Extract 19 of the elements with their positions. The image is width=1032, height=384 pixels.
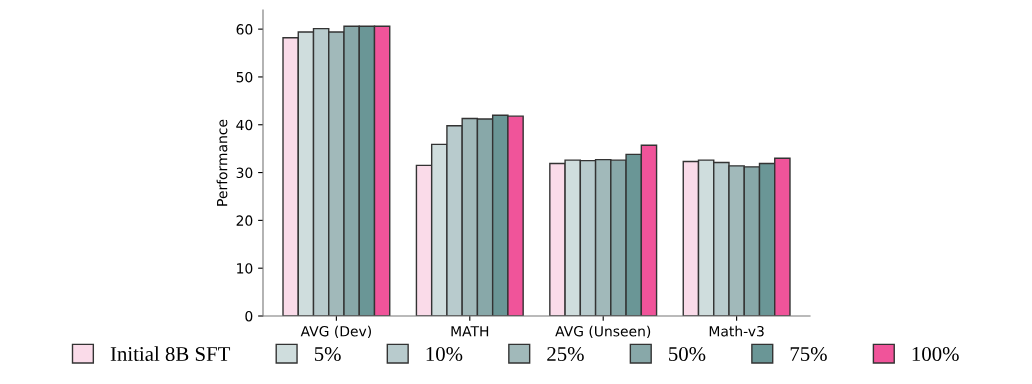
y-tick-label: 20 (236, 215, 253, 226)
x-tick-label: MATH (451, 326, 489, 337)
legend-label: 100% (912, 346, 959, 362)
legend-label: 50% (669, 346, 706, 362)
y-tick-label: 30 (236, 167, 253, 179)
legend-label: 10% (426, 346, 463, 362)
legend-label: Initial 8B SFT (110, 346, 231, 362)
y-tick-label: 10 (237, 263, 253, 274)
legend-label: 5% (314, 346, 341, 362)
y-tick-label: 60 (236, 24, 253, 35)
y-tick-label: 40 (236, 119, 253, 131)
legend-label: 25% (547, 346, 584, 362)
legend-label: 75% (790, 346, 827, 362)
x-tick-label: Math-v3 (709, 325, 764, 337)
x-tick-label: AVG (Unseen) (555, 325, 651, 339)
y-tick-label: 50 (236, 71, 253, 83)
y-tick-label: 0 (245, 310, 253, 322)
x-tick-label: AVG (Dev) (300, 325, 371, 339)
y-axis-title: Performance (216, 119, 228, 206)
